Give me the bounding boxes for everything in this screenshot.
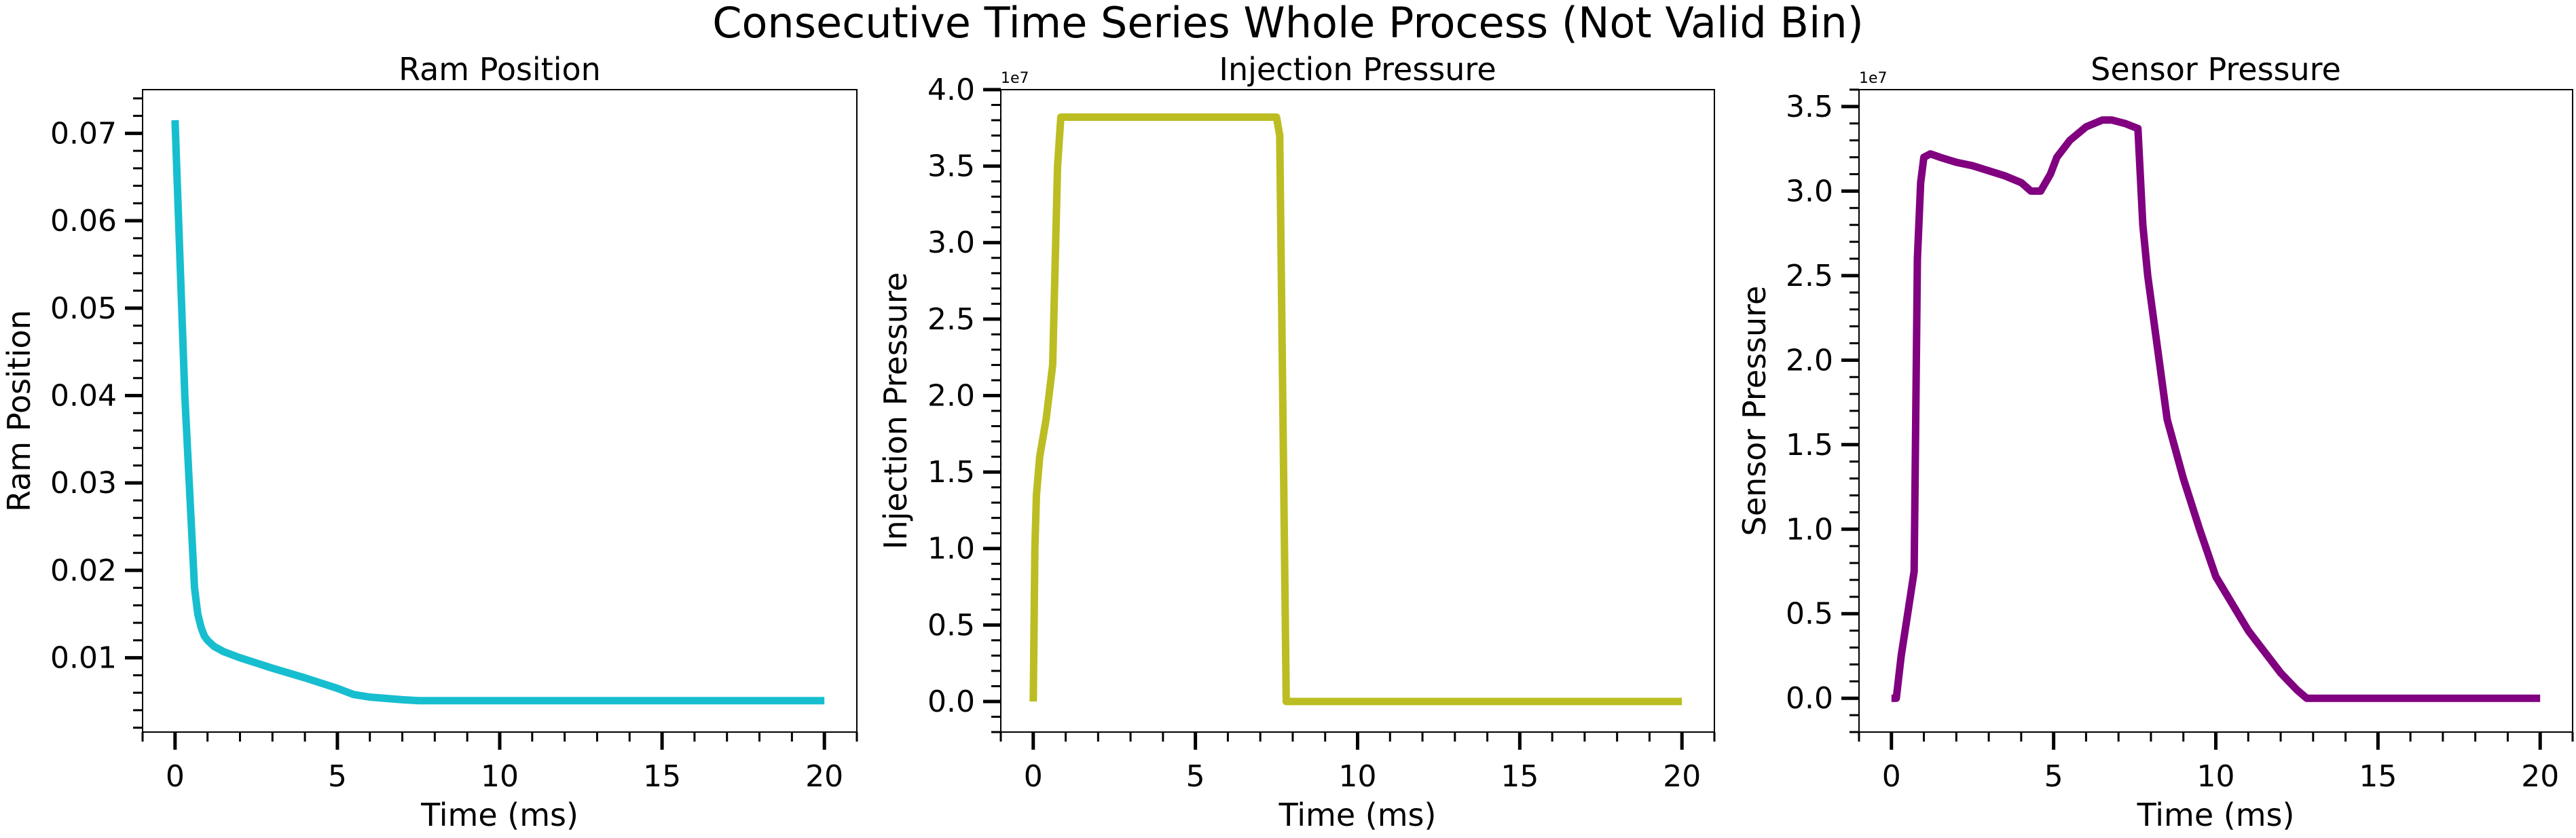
sensor-pressure-y-tick-label: 3.0 [1786, 174, 1833, 208]
injection-pressure-y-tick-label: 3.0 [927, 225, 975, 260]
ram-position-x-tick-label: 20 [805, 759, 843, 794]
injection-pressure-offset-text: 1e7 [1001, 70, 1029, 87]
ram-position-x-tick-label: 10 [481, 759, 519, 794]
ram-position-y-axis-label: Ram Position [1, 310, 37, 512]
injection-pressure-y-tick-label: 1.0 [927, 532, 975, 566]
injection-pressure-y-axis-label: Injection Pressure [877, 272, 914, 549]
sensor-pressure-y-tick-label: 1.5 [1786, 428, 1833, 462]
ram-position-y-tick-label: 0.06 [50, 204, 117, 238]
injection-pressure-series-line [1029, 113, 1682, 706]
sensor-pressure-title: Sensor Pressure [2091, 51, 2341, 88]
ram-position-y-tick-label: 0.02 [50, 553, 117, 588]
injection-pressure-x-tick-label: 0 [1024, 759, 1043, 794]
ram-position-y-tick-label: 0.04 [50, 378, 117, 413]
sensor-pressure-x-axis-label: Time (ms) [2137, 797, 2295, 833]
injection-pressure-x-tick-label: 5 [1186, 759, 1205, 794]
sensor-pressure-y-tick-label: 0.5 [1786, 597, 1833, 632]
sensor-pressure-y-tick-label: 0.0 [1786, 681, 1833, 716]
injection-pressure-y-tick-label: 1.5 [927, 455, 975, 490]
sensor-pressure-plot-frame [1858, 89, 2573, 733]
sensor-pressure-y-tick-label: 2.5 [1786, 259, 1833, 293]
injection-pressure-title: Injection Pressure [1219, 51, 1496, 88]
injection-pressure-y-tick-label: 3.5 [927, 149, 975, 184]
sensor-pressure-subplot: 0 5 10 15 20 0.0 0.5 1.0 1.5 2.0 2.5 3.0 3.5 1e7 Senso… [1736, 51, 2574, 833]
sensor-pressure-y-tick-label: 3.5 [1786, 90, 1833, 124]
injection-pressure-x-tick-label: 10 [1339, 759, 1377, 794]
ram-position-x-axis-label: Time (ms) [420, 797, 578, 833]
ram-position-y-tick-label: 0.01 [50, 641, 117, 676]
sensor-pressure-offset-text: 1e7 [1859, 70, 1888, 87]
ram-position-x-tick-label: 0 [166, 759, 185, 794]
injection-pressure-y-tick-label: 0.5 [927, 608, 975, 642]
injection-pressure-y-tick-label: 2.5 [927, 302, 975, 337]
injection-pressure-plot-frame [1000, 89, 1715, 733]
injection-pressure-x-axis-label: Time (ms) [1278, 797, 1437, 833]
injection-pressure-x-tick-label: 20 [1663, 759, 1701, 794]
figure-title: Consecutive Time Series Whole Process (N… [712, 0, 1864, 48]
ram-position-y-tick-label: 0.05 [50, 291, 117, 326]
ram-position-y-tick-label: 0.03 [50, 466, 117, 500]
injection-pressure-x-tick-label: 15 [1501, 759, 1539, 794]
sensor-pressure-x-tick-label: 0 [1882, 759, 1901, 794]
sensor-pressure-y-tick-label: 2.0 [1786, 343, 1833, 378]
injection-pressure-y-tick-label: 2.0 [927, 378, 975, 413]
sensor-pressure-series-line [1891, 116, 2541, 702]
ram-position-plot-frame [142, 89, 858, 733]
sensor-pressure-y-tick-label: 1.0 [1786, 512, 1833, 547]
sensor-pressure-x-tick-label: 20 [2521, 759, 2559, 794]
ram-position-series-line [171, 120, 825, 705]
ram-position-subplot: 0 5 10 15 20 0.01 0.02 0.03 0.04 0.05 0.06 0.07 Ram … [1, 51, 858, 833]
sensor-pressure-x-tick-label: 15 [2359, 759, 2397, 794]
ram-position-y-tick-label: 0.07 [50, 116, 117, 151]
ram-position-title: Ram Position [399, 51, 601, 88]
sensor-pressure-x-tick-label: 10 [2197, 759, 2235, 794]
ram-position-x-tick-label: 15 [643, 759, 681, 794]
injection-pressure-subplot: 0 5 10 15 20 0.0 0.5 1.0 1.5 2.0 2.5 3.0 3.5 4.0 1e7 In… [877, 51, 1716, 833]
injection-pressure-y-tick-label: 4.0 [927, 73, 975, 107]
sensor-pressure-y-axis-label: Sensor Pressure [1736, 286, 1773, 536]
injection-pressure-y-tick-label: 0.0 [927, 685, 975, 719]
sensor-pressure-x-tick-label: 5 [2044, 759, 2063, 794]
ram-position-x-tick-label: 5 [328, 759, 347, 794]
